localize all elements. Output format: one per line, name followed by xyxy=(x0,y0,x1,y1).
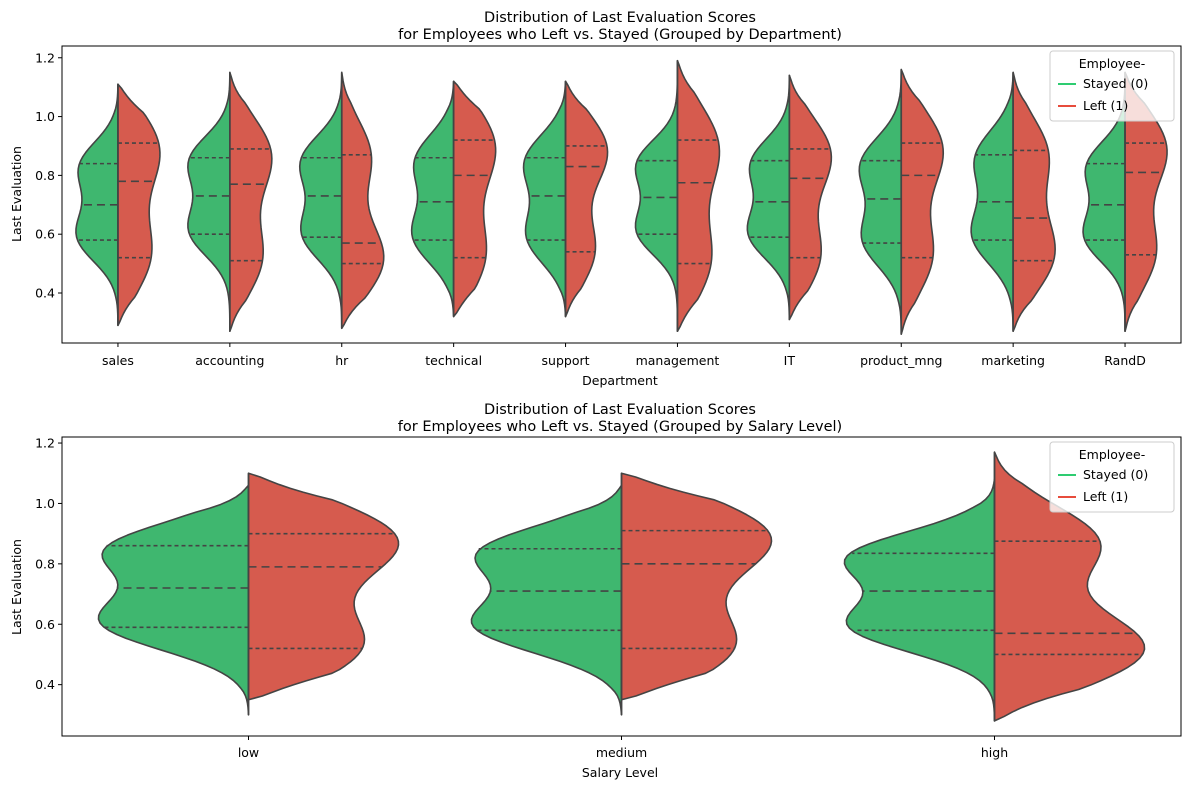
left-violin-sales xyxy=(117,83,161,327)
y-axis: 0.4 0.6 0.8 1.0 1.2 xyxy=(35,50,62,301)
legend-entry: Left (1) xyxy=(1083,98,1128,113)
legend-entry: Stayed (0) xyxy=(1083,76,1148,91)
x-tick-label: product_mng xyxy=(860,353,942,368)
y-tick-label: 1.0 xyxy=(35,109,55,124)
chart-title-line2: for Employees who Left vs. Stayed (Group… xyxy=(398,27,842,43)
legend-title: Employee- xyxy=(1079,56,1145,71)
x-axis: sales accounting hr technical support managem… xyxy=(102,343,1146,368)
x-tick-label: management xyxy=(636,353,720,368)
x-tick-label: medium xyxy=(596,745,647,760)
violin-group xyxy=(75,59,1168,335)
violin-group xyxy=(97,451,1146,722)
legend-box xyxy=(1049,441,1175,513)
y-axis: 0.4 0.6 0.8 1.0 1.2 xyxy=(35,436,62,692)
left-violin-low xyxy=(247,472,400,701)
y-tick-label: 0.8 xyxy=(35,168,55,183)
stayed-violin-hr xyxy=(298,71,343,330)
legend-box xyxy=(1049,50,1175,122)
y-tick-label: 0.6 xyxy=(35,617,55,632)
left-violin-medium xyxy=(620,472,773,701)
y-tick-label: 1.2 xyxy=(35,436,55,451)
legend-title: Employee- xyxy=(1079,447,1145,462)
y-axis-label: Last Evaluation xyxy=(9,146,24,242)
y-tick-label: 0.8 xyxy=(35,556,55,571)
left-violin-marketing xyxy=(1012,71,1056,333)
stayed-violin-product_mng xyxy=(858,68,903,335)
x-axis-label: Salary Level xyxy=(582,765,658,780)
chart-title-line2: for Employees who Left vs. Stayed (Group… xyxy=(398,419,842,435)
y-tick-label: 1.0 xyxy=(35,496,55,511)
left-violin-technical xyxy=(452,80,497,318)
y-axis-label: Last Evaluation xyxy=(9,539,24,635)
stayed-violin-high xyxy=(843,478,996,722)
left-violin-IT xyxy=(788,74,833,321)
x-axis-label: Department xyxy=(582,373,658,388)
x-tick-label: support xyxy=(542,353,590,368)
legend: Employee- Stayed (0) Left (1) xyxy=(1049,441,1175,513)
stayed-violin-medium xyxy=(470,484,623,716)
y-tick-label: 0.4 xyxy=(35,286,55,301)
left-violin-hr xyxy=(340,71,385,330)
salary-violin-panel: Distribution of Last Evaluation Scores f… xyxy=(9,402,1182,780)
left-violin-accounting xyxy=(229,71,273,333)
stayed-violin-support xyxy=(522,80,567,318)
x-tick-label: IT xyxy=(784,353,796,368)
stayed-violin-accounting xyxy=(187,71,231,333)
x-tick-label: technical xyxy=(425,353,482,368)
x-tick-label: sales xyxy=(102,353,134,368)
y-tick-label: 0.6 xyxy=(35,227,55,242)
legend-entry: Left (1) xyxy=(1083,489,1128,504)
x-tick-label: RandD xyxy=(1104,353,1146,368)
x-axis: low medium high xyxy=(238,736,1008,760)
plot-frame xyxy=(61,45,1182,344)
legend-entry: Stayed (0) xyxy=(1083,467,1148,482)
stayed-violin-low xyxy=(97,484,250,716)
stayed-violin-management xyxy=(634,59,679,333)
x-tick-label: accounting xyxy=(195,353,264,368)
x-tick-label: hr xyxy=(335,353,349,368)
chart-title-line1: Distribution of Last Evaluation Scores xyxy=(484,402,756,418)
stayed-violin-IT xyxy=(746,74,791,321)
left-violin-management xyxy=(676,59,721,333)
stayed-violin-technical xyxy=(410,80,455,318)
x-tick-label: low xyxy=(238,745,259,760)
x-tick-label: high xyxy=(981,745,1008,760)
left-violin-product_mng xyxy=(900,68,945,335)
left-violin-support xyxy=(564,80,609,318)
x-tick-label: marketing xyxy=(981,353,1045,368)
y-tick-label: 0.4 xyxy=(35,677,55,692)
y-tick-label: 1.2 xyxy=(35,50,55,65)
department-violin-panel: Distribution of Last Evaluation Scores f… xyxy=(9,10,1182,388)
legend: Employee- Stayed (0) Left (1) xyxy=(1049,50,1175,122)
chart-title-line1: Distribution of Last Evaluation Scores xyxy=(484,10,756,26)
